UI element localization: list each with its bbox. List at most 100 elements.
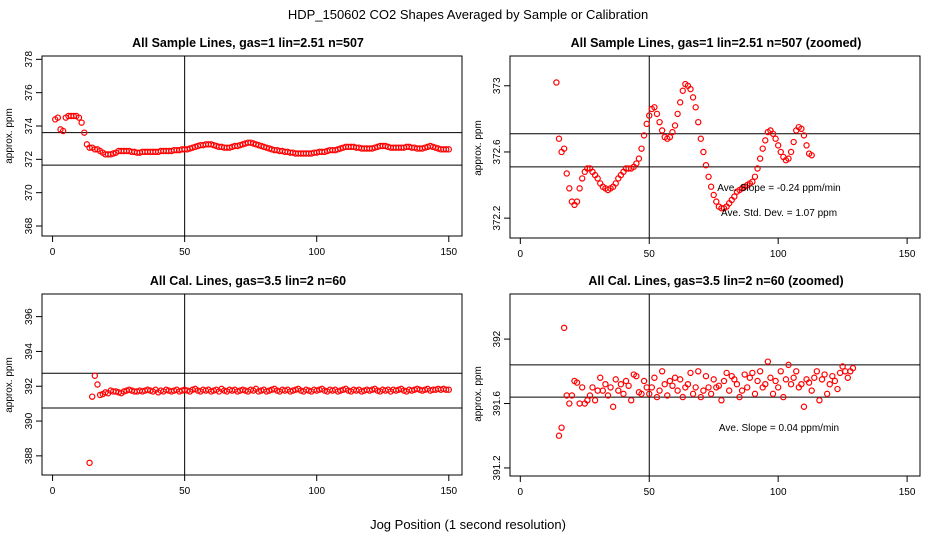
panel-3: All Cal. Lines, gas=3.5 lin=2 n=60 appro… (4, 274, 463, 497)
data-point (808, 387, 815, 394)
plot-area: 0 50 100 150 391.2 391.6 392 (492, 293, 921, 498)
y-tick-label: 396 (24, 308, 35, 325)
data-point (679, 87, 686, 94)
data-point (591, 397, 599, 404)
panel-4: All Cal. Lines, gas=3.5 lin=2 n=60 (zoom… (473, 274, 921, 498)
data-point (702, 161, 710, 169)
data-point (831, 377, 839, 385)
annotation-slope: Ave. Slope = 0.04 ppm/min (719, 423, 839, 434)
x-tick-label: 150 (899, 487, 916, 498)
data-point (584, 397, 591, 404)
data-point (774, 384, 782, 391)
data-point (566, 185, 573, 192)
data-point (442, 146, 450, 153)
data-point (777, 368, 784, 375)
x-tick-label: 0 (518, 487, 524, 498)
data-point (604, 392, 612, 399)
data-point (684, 380, 692, 388)
data-point (816, 397, 823, 404)
data-point (836, 369, 844, 377)
data-point (695, 118, 702, 126)
y-tick-label: 373 (492, 77, 503, 94)
data-point (762, 137, 769, 144)
data-point (615, 387, 622, 394)
x-tick-label: 0 (50, 247, 56, 258)
data-point (560, 145, 568, 152)
data-point (622, 377, 630, 385)
data-point (609, 403, 617, 410)
data-point (573, 379, 581, 386)
data-point (818, 376, 826, 383)
y-tick-label: 391.6 (492, 391, 503, 416)
data-point (679, 393, 686, 401)
data-point (646, 112, 653, 119)
data-point (695, 368, 702, 375)
data-point (800, 403, 808, 410)
data-point (584, 165, 591, 172)
data-point (764, 358, 772, 365)
data-point (821, 371, 828, 378)
data-point (787, 148, 795, 156)
data-point (803, 142, 810, 149)
y-tick-label: 370 (24, 184, 35, 201)
y-axis-label: approx. ppm (4, 357, 15, 413)
data-point (560, 324, 568, 332)
data-point (777, 148, 784, 156)
data-point (756, 368, 764, 375)
y-tick-label: 368 (24, 217, 35, 234)
data-point (653, 393, 661, 401)
data-point (625, 382, 632, 390)
panel-1: All Sample Lines, gas=1 lin=2.51 n=507 a… (4, 36, 463, 258)
data-point (790, 138, 797, 146)
data-point (705, 384, 712, 391)
plot-area: 0 50 100 150 372.2 372.6 373 (492, 55, 921, 260)
data-point (658, 368, 666, 375)
data-point (94, 381, 101, 388)
x-tick-label: 150 (440, 247, 457, 258)
x-tick-label: 100 (770, 487, 787, 498)
data-point (687, 85, 694, 93)
y-tick-label: 388 (24, 447, 35, 464)
data-point (555, 432, 563, 439)
data-point (617, 380, 625, 388)
data-point (700, 148, 707, 156)
plot-frame (41, 293, 463, 476)
data-point (620, 390, 627, 398)
y-tick-label: 392 (492, 330, 503, 347)
panel-title: All Cal. Lines, gas=3.5 lin=2 n=60 (150, 274, 346, 288)
data-point (664, 392, 671, 399)
data-point (800, 132, 808, 139)
data-point (648, 384, 656, 391)
data-point (81, 129, 88, 136)
data-point (834, 385, 841, 393)
data-point (643, 120, 650, 128)
data-point (772, 377, 779, 385)
x-tick-label: 50 (179, 486, 191, 497)
figure-xlabel: Jog Position (1 second resolution) (370, 517, 566, 532)
data-point (558, 424, 565, 431)
data-point (633, 372, 640, 380)
data-point (769, 130, 777, 137)
data-point (674, 387, 681, 394)
data-point (445, 386, 452, 393)
data-point (656, 118, 663, 126)
data-point (656, 387, 663, 394)
data-point (651, 104, 658, 111)
data-point (772, 135, 779, 142)
data-point (653, 110, 661, 118)
data-point (640, 132, 648, 139)
data-point (731, 376, 738, 383)
data-point (793, 368, 800, 375)
data-point (627, 397, 635, 404)
data-point (671, 122, 679, 129)
data-point (754, 377, 761, 385)
data-point (707, 390, 715, 398)
data-point (782, 376, 790, 383)
data-point (643, 384, 650, 391)
data-point (798, 125, 805, 133)
data-point (738, 387, 746, 394)
y-tick-label: 374 (24, 117, 35, 134)
data-point (829, 372, 836, 380)
x-tick-label: 50 (179, 247, 191, 258)
